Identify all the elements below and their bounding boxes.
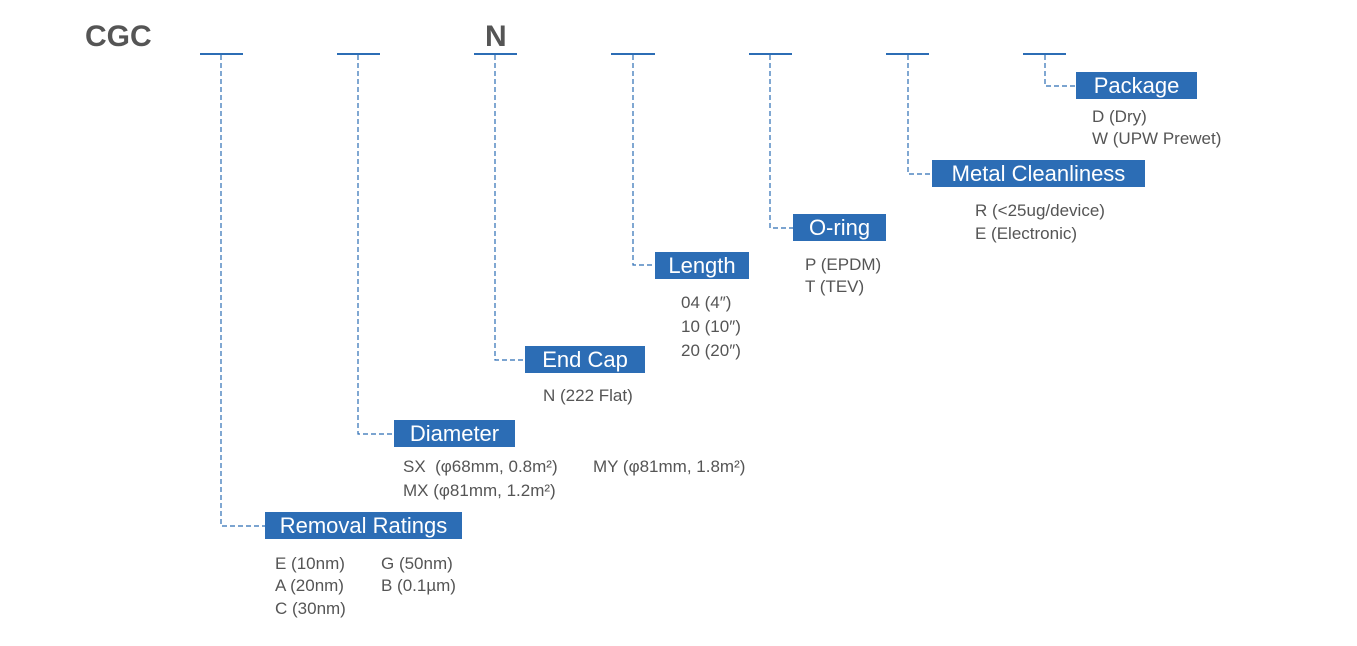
option: 20 (20″): [681, 341, 741, 360]
option: D (Dry): [1092, 107, 1147, 126]
option: 04 (4″): [681, 293, 732, 312]
dashed-leaders: [220, 55, 1076, 527]
option: W (UPW Prewet): [1092, 129, 1222, 148]
option: MY (φ81mm, 1.8m²): [593, 457, 746, 476]
option: E (10nm): [275, 554, 345, 573]
option: G (50nm): [381, 554, 453, 573]
field-label: End Cap: [525, 346, 645, 373]
fixed-code: N: [485, 20, 507, 53]
field-label: Removal Ratings: [265, 512, 462, 539]
field-label: Length: [655, 252, 749, 279]
field-label: Diameter: [394, 420, 515, 447]
option: R (<25ug/device): [975, 201, 1105, 220]
field-label: Package: [1076, 72, 1197, 99]
prefix: CGC: [85, 20, 152, 53]
option: A (20nm): [275, 576, 344, 595]
option: C (30nm): [275, 599, 346, 618]
option: 10 (10″): [681, 317, 741, 336]
option: E (Electronic): [975, 224, 1078, 243]
option: T (TEV): [805, 277, 865, 296]
option: SX (φ68mm, 0.8m²): [403, 457, 558, 476]
option: MX (φ81mm, 1.2m²): [403, 481, 556, 500]
option: P (EPDM): [805, 255, 882, 274]
field-label: O-ring: [793, 214, 886, 241]
option: B (0.1µm): [381, 576, 456, 595]
field-label: Metal Cleanliness: [932, 160, 1145, 187]
option: N (222 Flat): [543, 386, 633, 405]
